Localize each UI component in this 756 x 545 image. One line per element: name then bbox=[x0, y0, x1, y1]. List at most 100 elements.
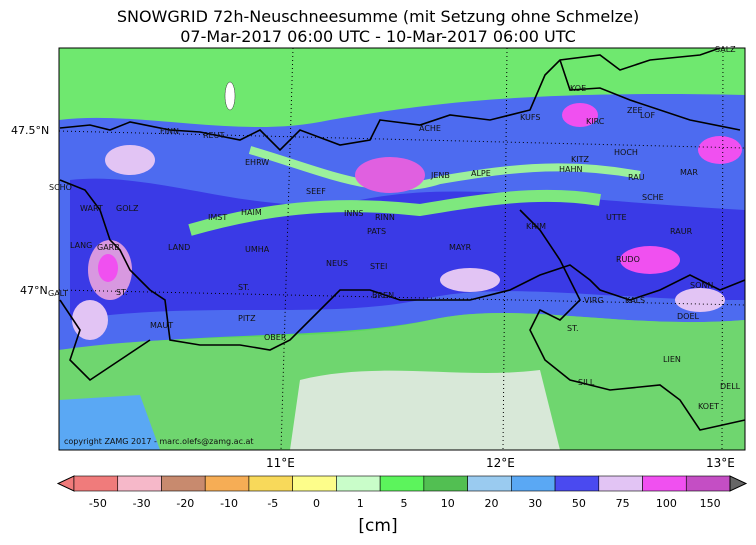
colorbar-swatch bbox=[467, 475, 512, 492]
colorbar-swatch bbox=[511, 475, 556, 492]
station-label: MAUT bbox=[150, 321, 173, 330]
colorbar-swatch bbox=[336, 475, 381, 492]
station-label: GOLZ bbox=[116, 204, 139, 213]
station-label: ALPE bbox=[471, 169, 491, 178]
station-label: VIRG bbox=[584, 296, 604, 305]
station-label: GALT bbox=[48, 289, 68, 298]
colorbar-swatch bbox=[598, 475, 643, 492]
lon-label: 11°E bbox=[266, 456, 295, 470]
station-label: NEUS bbox=[326, 259, 348, 268]
colorbar-tick-label: 0 bbox=[313, 497, 320, 510]
station-label: KOET bbox=[698, 402, 719, 411]
station-label: KOE bbox=[570, 84, 586, 93]
colorbar-tick-label: 1 bbox=[357, 497, 364, 510]
station-label: DELL bbox=[720, 382, 741, 391]
station-label: SILL bbox=[578, 378, 595, 387]
colorbar-swatch bbox=[161, 475, 206, 492]
colorbar: -50 -30 -20 -10 -5 0 1 5 10 20 30 50 75 100 150 bbox=[56, 475, 748, 510]
colorbar-tick-label: 5 bbox=[401, 497, 408, 510]
colorbar-swatch bbox=[204, 475, 250, 492]
map-subtitle: 07-Mar-2017 06:00 UTC - 10-Mar-2017 06:0… bbox=[180, 27, 576, 46]
station-label: WART bbox=[80, 204, 103, 213]
colorbar-unit: [cm] bbox=[358, 516, 398, 536]
colorbar-swatch bbox=[73, 475, 119, 492]
station-label: LANG bbox=[70, 241, 92, 250]
colorbar-extend-high bbox=[729, 475, 748, 492]
station-label: SALZ bbox=[715, 45, 736, 54]
station-label: STEI bbox=[370, 262, 387, 271]
station-label: HOCH bbox=[614, 148, 638, 157]
map-title: SNOWGRID 72h-Neuschneesumme (mit Setzung… bbox=[116, 7, 640, 26]
station-label: SCHO bbox=[49, 183, 72, 192]
colorbar-swatch bbox=[379, 475, 425, 492]
station-label: DOEL bbox=[677, 312, 700, 321]
colorbar-tick-label: 150 bbox=[700, 497, 721, 510]
station-label: UMHA bbox=[245, 245, 270, 254]
station-label: ST. bbox=[567, 324, 579, 333]
colorbar-swatch bbox=[642, 475, 687, 492]
colorbar-swatch bbox=[423, 475, 468, 492]
colorbar-tick-label: -20 bbox=[176, 497, 194, 510]
station-label: FINN bbox=[160, 127, 179, 136]
colorbar-swatch bbox=[117, 475, 162, 492]
colorbar-extend-low bbox=[56, 475, 75, 492]
station-label: HAHN bbox=[559, 165, 583, 174]
station-label: PATS bbox=[367, 227, 386, 236]
station-label: ACHE bbox=[419, 124, 441, 133]
colorbar-tick-label: 50 bbox=[572, 497, 586, 510]
map-field bbox=[59, 48, 745, 450]
lat-label: 47°N bbox=[20, 284, 48, 297]
colorbar-tick-label: -5 bbox=[267, 497, 278, 510]
station-label: SONN bbox=[690, 281, 713, 290]
lat-label: 47.5°N bbox=[11, 124, 49, 137]
station-label: LIEN bbox=[663, 355, 681, 364]
colorbar-swatch bbox=[292, 475, 337, 492]
station-label: ST. bbox=[238, 283, 250, 292]
station-label: RAUR bbox=[670, 227, 693, 236]
colorbar-tick-label: -30 bbox=[133, 497, 151, 510]
station-label: KALS bbox=[625, 296, 645, 305]
station-label: SEEF bbox=[306, 187, 326, 196]
station-label: BREN bbox=[372, 291, 394, 300]
station-label: KRIM bbox=[526, 222, 546, 231]
station-label: KIRC bbox=[586, 117, 605, 126]
colorbar-tick-label: 10 bbox=[441, 497, 455, 510]
station-label: LAND bbox=[168, 243, 190, 252]
station-label: REUT bbox=[203, 131, 224, 140]
station-label: EHRW bbox=[245, 158, 269, 167]
station-label: UTTE bbox=[606, 213, 627, 222]
border-lines bbox=[59, 47, 746, 431]
station-label: MAYR bbox=[449, 243, 472, 252]
station-label: RINN bbox=[375, 213, 395, 222]
station-label: PITZ bbox=[238, 314, 256, 323]
station-label: GARB bbox=[97, 243, 120, 252]
station-label: LOF bbox=[640, 111, 655, 120]
station-label: SCHE bbox=[642, 193, 664, 202]
station-label: HAIM bbox=[241, 208, 262, 217]
station-label: KITZ bbox=[571, 155, 589, 164]
colorbar-swatch bbox=[685, 475, 731, 492]
station-label: RAU bbox=[628, 173, 645, 182]
colorbar-swatch bbox=[248, 475, 293, 492]
colorbar-tick-label: 75 bbox=[616, 497, 630, 510]
colorbar-tick-label: 20 bbox=[484, 497, 498, 510]
copyright-text: copyright ZAMG 2017 - marc.olefs@zamg.ac… bbox=[64, 437, 254, 446]
station-label: ZEE bbox=[627, 106, 643, 115]
colorbar-tick-label: -50 bbox=[89, 497, 107, 510]
lon-label: 12°E bbox=[486, 456, 515, 470]
colorbar-tick-label: 100 bbox=[656, 497, 677, 510]
station-label: ST. bbox=[116, 288, 128, 297]
colorbar-tick-label: 30 bbox=[528, 497, 542, 510]
colorbar-swatch bbox=[554, 475, 600, 492]
station-label: INNS bbox=[344, 209, 363, 218]
station-label: MAR bbox=[680, 168, 698, 177]
lon-label: 13°E bbox=[706, 456, 735, 470]
station-labels: SALZ KOE KUFS KIRC ZEE LOF REUT FINN ACH… bbox=[48, 45, 741, 411]
colorbar-tick-label: -10 bbox=[220, 497, 238, 510]
station-label: IMST bbox=[208, 213, 227, 222]
station-label: RUDO bbox=[616, 255, 640, 264]
station-label: OBER bbox=[264, 333, 287, 342]
station-label: KUFS bbox=[520, 113, 540, 122]
station-label: JENB bbox=[430, 171, 450, 180]
